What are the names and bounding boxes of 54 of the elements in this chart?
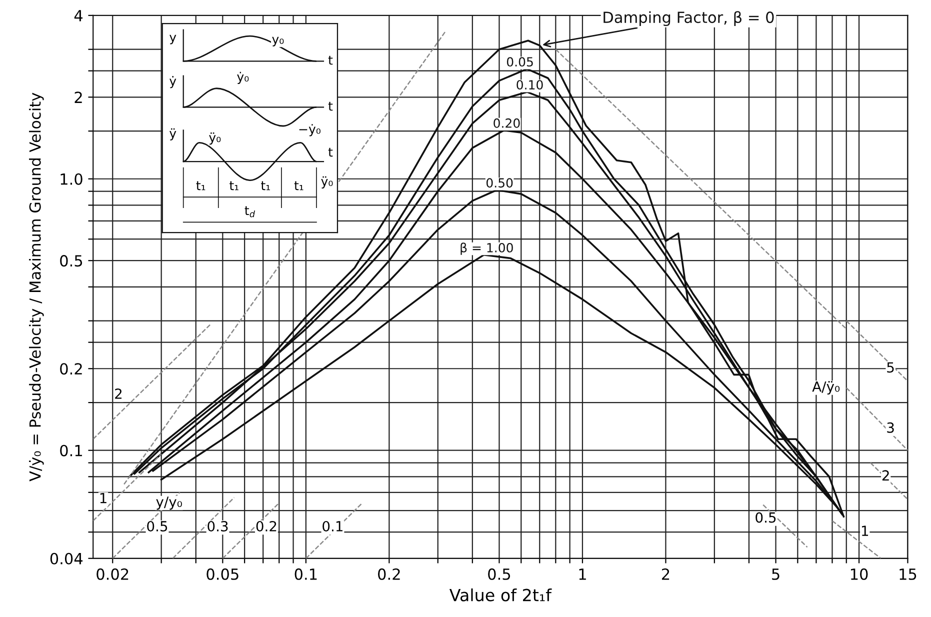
x-tick-label: 1 (579, 568, 586, 580)
text: Damping Factor, β = 0 (604, 11, 774, 26)
series-label: β = 1.00 (460, 242, 513, 255)
annotation: t₁ (196, 181, 206, 190)
x-tick-label: 15 (900, 568, 916, 580)
annotation: 0.5 (147, 520, 168, 532)
annotation: y (170, 34, 176, 44)
annotation: t (328, 56, 333, 65)
y-tick-label: 0.04 (50, 552, 83, 564)
annotation: 0.2 (256, 520, 276, 532)
annotation: −ẏ₀ (299, 124, 320, 136)
annotation: A/ÿ₀ (812, 381, 840, 395)
y-tick-label: 1.0 (60, 173, 82, 185)
y-axis-title: V/ẏ₀ = Pseudo-Velocity / Maximum Ground Velocity (29, 92, 44, 482)
annotation: y/y₀ (156, 496, 182, 510)
y-tick-label: 2 (74, 92, 82, 103)
series-label: 0.10 (516, 80, 543, 90)
annotation: t (328, 102, 333, 111)
annotation: ÿ₀ (209, 132, 221, 145)
annotation: 0.1 (322, 520, 342, 532)
annotation: ÿ₀ (321, 176, 333, 188)
x-tick-label: 0.5 (488, 568, 510, 580)
series-label: 0.50 (486, 178, 513, 188)
annotation: t₁ (294, 181, 304, 190)
annotation: ẏ (170, 76, 176, 88)
annotation: 0.3 (208, 520, 228, 532)
y-tick-label: 0.5 (60, 255, 82, 267)
series-label: 0.05 (506, 57, 533, 67)
x-tick-label: 5 (772, 568, 780, 580)
annotation: ÿ (170, 128, 176, 140)
x-axis-title: Value of 2t₁f (449, 588, 552, 602)
x-tick-label: 0.05 (206, 568, 238, 580)
annotation: t$_{d}$ (244, 206, 256, 218)
x-tick-label: 0.02 (96, 568, 128, 580)
y-tick-label: 0.1 (60, 444, 82, 456)
annotation: 1 (100, 493, 106, 504)
annotation: 2 (115, 388, 122, 399)
annotation: 1 (862, 526, 868, 536)
annotation: 2 (882, 470, 889, 480)
annotation: t (328, 148, 333, 157)
annotation: 3 (887, 422, 894, 433)
x-tick-label: 10 (850, 568, 868, 580)
x-tick-label: 0.1 (294, 568, 317, 580)
x-tick-label: 0.2 (378, 568, 400, 580)
annotation: 5 (887, 362, 894, 373)
y-tick-label: 0.2 (60, 363, 82, 375)
series-label: 0.20 (494, 118, 520, 128)
annotation: t₁ (230, 181, 238, 190)
annotation: t₁ (261, 181, 270, 190)
annotation: 0.5 (756, 512, 776, 523)
annotation: ẏ₀ (237, 72, 249, 84)
x-tick-label: 2 (662, 568, 670, 580)
y-tick-label: 4 (74, 10, 83, 22)
annotation: y₀ (272, 36, 284, 46)
